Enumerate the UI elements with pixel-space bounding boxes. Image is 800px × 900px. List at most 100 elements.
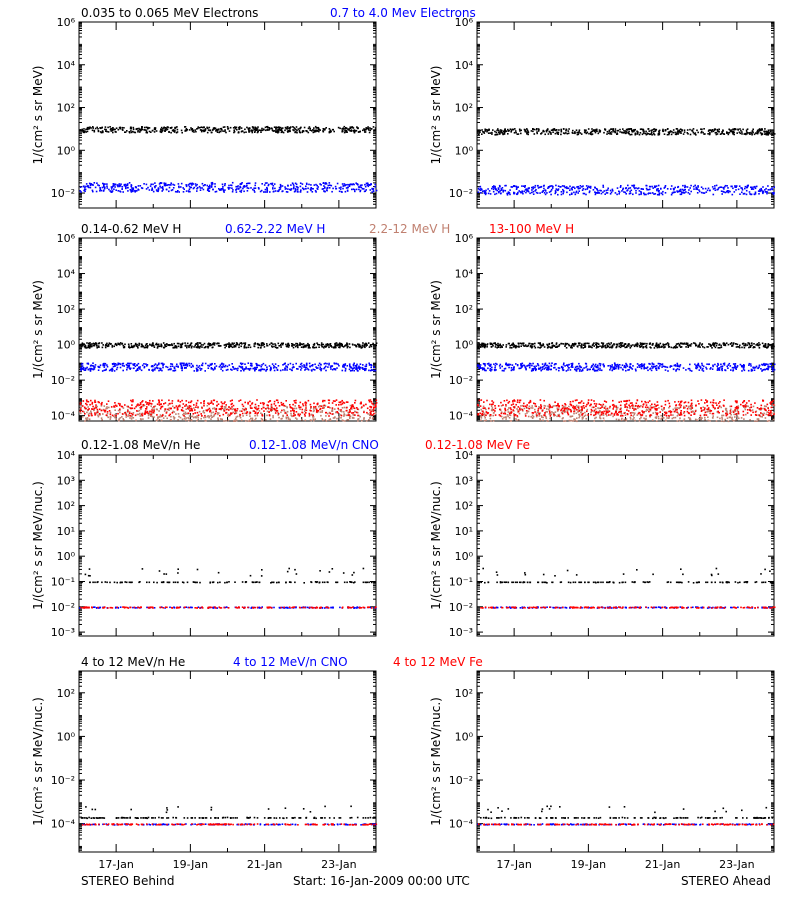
- data-point: [606, 192, 609, 194]
- data-point: [292, 415, 295, 417]
- data-point: [188, 406, 191, 409]
- data-point: [291, 369, 293, 372]
- data-point: [517, 191, 519, 194]
- data-point: [308, 126, 311, 128]
- data-point: [231, 399, 233, 402]
- data-point: [668, 131, 670, 134]
- data-point: [551, 187, 554, 189]
- row4-legend: 4 to 12 MeV/n He 4 to 12 MeV/n CNO 4 to …: [81, 655, 483, 669]
- data-point: [118, 418, 121, 420]
- data-point: [82, 368, 84, 370]
- data-point: [115, 368, 118, 371]
- data-point: [192, 413, 195, 415]
- data-point: [138, 367, 141, 369]
- data-point: [151, 365, 153, 367]
- data-point: [103, 362, 105, 365]
- data-point: [201, 346, 203, 348]
- data-point: [353, 369, 355, 372]
- data-point: [533, 133, 536, 135]
- data-point: [172, 415, 175, 418]
- data-point: [138, 343, 141, 345]
- data-point: [153, 185, 156, 188]
- data-point: [329, 130, 331, 133]
- data-point: [738, 131, 741, 134]
- data-point: [173, 366, 176, 369]
- data-point: [347, 411, 349, 414]
- data-point: [358, 368, 361, 371]
- data-point: [351, 412, 353, 414]
- data-point: [218, 345, 221, 347]
- data-point: [119, 366, 122, 369]
- data-point: [160, 182, 162, 184]
- data-point: [582, 192, 585, 195]
- data-point: [225, 408, 228, 411]
- data-point: [364, 346, 366, 349]
- data-point: [96, 126, 98, 129]
- data-point: [153, 131, 156, 133]
- data-point: [763, 130, 765, 133]
- data-point: [500, 189, 503, 191]
- data-point: [191, 128, 194, 130]
- data-point: [305, 344, 308, 346]
- data-point: [140, 345, 143, 348]
- data-point: [113, 183, 115, 185]
- data-point: [304, 415, 306, 417]
- data-point: [537, 187, 540, 189]
- data-point: [690, 190, 692, 193]
- data-point: [327, 406, 329, 408]
- data-point: [177, 400, 179, 402]
- data-point: [532, 193, 535, 195]
- data-point: [271, 183, 273, 186]
- data-point: [359, 415, 361, 418]
- data-point: [623, 130, 625, 132]
- data-point: [131, 400, 133, 403]
- data-point: [616, 187, 619, 189]
- data-point: [672, 129, 675, 131]
- data-point: [672, 131, 674, 134]
- data-point: [143, 365, 146, 368]
- data-point: [271, 345, 273, 347]
- data-point: [532, 190, 535, 193]
- data-point: [91, 414, 93, 417]
- data-point: [212, 343, 215, 346]
- data-point: [85, 185, 87, 188]
- data-point: [349, 417, 351, 420]
- data-point: [746, 132, 749, 134]
- data-point: [741, 131, 743, 133]
- data-point: [155, 343, 157, 346]
- data-point: [314, 125, 317, 128]
- data-point: [635, 192, 637, 194]
- data-point: [253, 343, 256, 345]
- data-point: [319, 408, 321, 411]
- data-point: [645, 187, 648, 190]
- data-point: [624, 130, 627, 132]
- data-point: [550, 133, 552, 135]
- data-point: [371, 191, 373, 193]
- data-point: [289, 368, 291, 370]
- data-point: [83, 406, 86, 409]
- data-point: [254, 412, 256, 415]
- data-point: [129, 368, 131, 370]
- data-point: [714, 132, 717, 134]
- data-point: [136, 413, 139, 416]
- data-point: [366, 411, 368, 414]
- data-point: [182, 364, 185, 367]
- y-tick-label: 10⁰: [455, 144, 474, 157]
- data-point: [614, 128, 617, 130]
- data-point: [136, 369, 138, 371]
- data-point: [203, 402, 205, 405]
- data-point: [166, 366, 169, 369]
- data-point: [562, 132, 565, 134]
- data-point: [185, 190, 188, 192]
- data-point: [632, 193, 634, 196]
- data-point: [114, 409, 116, 411]
- data-point: [234, 420, 236, 422]
- data-point: [586, 131, 589, 134]
- data-point: [110, 406, 113, 408]
- data-point: [217, 419, 219, 421]
- data-point: [210, 368, 213, 370]
- data-point: [670, 193, 673, 196]
- data-point: [315, 408, 318, 411]
- data-point: [724, 191, 727, 194]
- data-point: [114, 183, 117, 186]
